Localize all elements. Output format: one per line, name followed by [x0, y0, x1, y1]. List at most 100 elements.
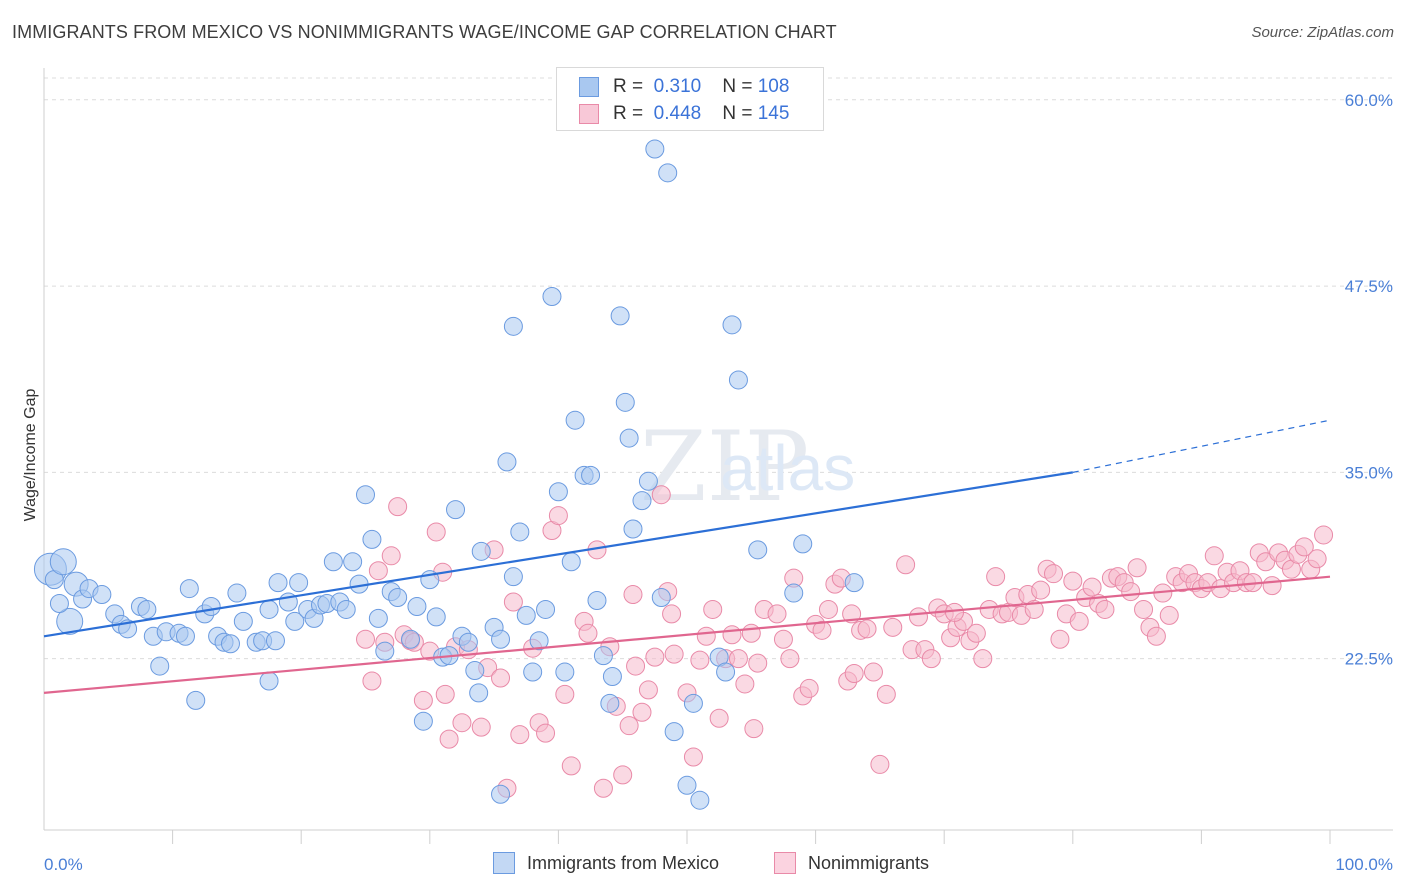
stats-legend: R = 0.310 N = 108 R = 0.448 N = 145 — [556, 67, 824, 131]
data-point — [265, 631, 285, 651]
data-point — [610, 306, 630, 326]
data-point — [413, 690, 433, 710]
data-point — [741, 623, 761, 643]
data-point — [233, 611, 253, 631]
data-point — [857, 619, 877, 639]
data-point — [703, 599, 723, 619]
data-point — [716, 662, 736, 682]
data-point — [268, 573, 288, 593]
data-point — [452, 713, 472, 733]
data-point — [407, 596, 427, 616]
n-label: N = — [722, 103, 753, 124]
data-point — [536, 599, 556, 619]
data-point — [844, 664, 864, 684]
data-point — [602, 667, 622, 687]
data-point — [426, 522, 446, 542]
data-point — [503, 316, 523, 336]
data-point — [1095, 599, 1115, 619]
data-point — [186, 690, 206, 710]
data-point — [651, 588, 671, 608]
data-point — [748, 653, 768, 673]
data-point — [201, 596, 221, 616]
data-point — [497, 452, 517, 472]
data-point — [593, 778, 613, 798]
data-point — [581, 465, 601, 485]
data-point — [896, 555, 916, 575]
y-tick-label: 47.5% — [1345, 277, 1393, 296]
trend-line-immigrants — [43, 471, 1073, 638]
data-point — [623, 585, 643, 605]
data-point — [638, 471, 658, 491]
legend-item-nonimmigrants: Nonimmigrants — [774, 852, 929, 874]
data-point — [1063, 571, 1083, 591]
data-point — [285, 611, 305, 631]
data-point — [510, 725, 530, 745]
data-point — [780, 649, 800, 669]
data-point — [362, 671, 382, 691]
data-point — [744, 719, 764, 739]
pink-legend-swatch — [774, 852, 796, 874]
data-point — [220, 634, 240, 654]
data-point — [651, 485, 671, 505]
data-point — [368, 561, 388, 581]
source-label: Source: ZipAtlas.com — [1251, 24, 1394, 41]
data-point — [728, 649, 748, 669]
data-point — [323, 552, 343, 572]
data-point — [1307, 549, 1327, 569]
data-point — [619, 716, 639, 736]
data-point — [722, 625, 742, 645]
data-point — [626, 656, 646, 676]
data-point — [289, 573, 309, 593]
data-point — [523, 662, 543, 682]
x-tick-left: 0.0% — [44, 855, 83, 874]
data-point — [623, 519, 643, 539]
data-point — [784, 583, 804, 603]
data-point — [56, 607, 84, 635]
data-point — [773, 629, 793, 649]
data-point — [593, 646, 613, 666]
data-point — [658, 163, 678, 183]
data-point — [548, 506, 568, 526]
data-point — [555, 684, 575, 704]
y-tick-label: 35.0% — [1345, 463, 1393, 482]
data-point — [150, 656, 170, 676]
data-point — [435, 684, 455, 704]
n-value: 108 — [757, 76, 790, 97]
data-point — [728, 370, 748, 390]
data-point — [503, 567, 523, 587]
data-point — [1134, 599, 1154, 619]
data-point — [259, 599, 279, 619]
data-point — [375, 641, 395, 661]
data-point — [683, 693, 703, 713]
data-point — [619, 428, 639, 448]
data-point — [381, 546, 401, 566]
data-point — [555, 662, 575, 682]
data-point — [510, 522, 530, 542]
data-point — [227, 583, 247, 603]
data-point — [683, 747, 703, 767]
data-point — [1069, 611, 1089, 631]
data-point — [600, 693, 620, 713]
pink-swatch — [579, 104, 599, 124]
data-point — [175, 626, 195, 646]
data-point — [587, 591, 607, 611]
data-point — [645, 139, 665, 159]
data-point — [1082, 577, 1102, 597]
data-point — [343, 552, 363, 572]
data-point — [966, 623, 986, 643]
y-tick-label: 60.0% — [1345, 91, 1393, 110]
legend-label: Immigrants from Mexico — [527, 852, 720, 873]
data-point — [690, 790, 710, 810]
data-point — [767, 604, 787, 624]
data-point — [49, 548, 77, 576]
data-point — [1294, 537, 1314, 557]
y-axis-label: Wage/Income Gap — [22, 389, 39, 522]
trend-line-nonimmigrants — [43, 575, 1331, 694]
data-point — [561, 552, 581, 572]
stats-row-immigrants: R = 0.310 N = 108 — [579, 75, 789, 99]
data-point — [921, 649, 941, 669]
r-value: 0.310 — [653, 76, 702, 97]
data-point — [664, 644, 684, 664]
data-point — [1044, 564, 1064, 584]
trend-lines — [43, 419, 1331, 694]
